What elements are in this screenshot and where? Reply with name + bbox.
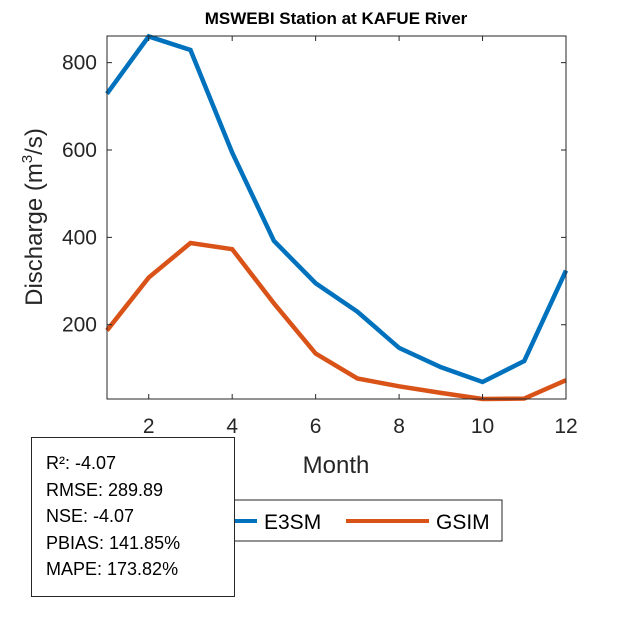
stat-nse: NSE: -4.07 [46,506,135,526]
stat-pbias: PBIAS: 141.85% [46,532,181,553]
y-tick-label: 600 [62,139,97,162]
axes-box [106,35,567,400]
x-axis-label: Month [303,452,370,479]
legend-label-gsim: GSIM [436,511,490,534]
stat-r2: R²: -4.07 [46,453,117,473]
series-line-e3sm [105,33,569,385]
stat-mape: MAPE: 173.82% [46,559,179,579]
ticks [107,36,567,399]
chart-title: MSWEBI Station at KAFUE River [205,9,468,28]
y-tick-label: 400 [62,226,97,249]
legend-label-e3sm: E3SM [264,511,321,534]
y-tick-label: 200 [62,314,97,337]
y-tick-label: 800 [62,52,97,75]
x-tick-label: 6 [310,415,322,438]
x-tick-label: 8 [393,415,405,438]
x-tick-label: 4 [226,415,238,438]
y-axis-label-unit: /s) [21,128,48,155]
stats-annotation-box: R²: -4.07 RMSE: 289.89 NSE: -4.07 PBIAS:… [31,437,235,597]
y-tick-labels: 200 400 600 800 [62,52,97,337]
stat-rmse: RMSE: 289.89 [46,479,164,500]
y-axis-label-main: Discharge (m [21,163,48,306]
x-tick-label: 12 [554,415,577,438]
y-axis-label: Discharge (m3/s) [19,128,48,306]
x-tick-label: 10 [471,415,494,438]
y-axis-label-superscript: 3 [19,155,36,163]
plot-lines [105,33,569,402]
x-tick-label: 2 [143,415,155,438]
x-tick-labels: 2 4 6 8 10 12 [143,415,578,438]
